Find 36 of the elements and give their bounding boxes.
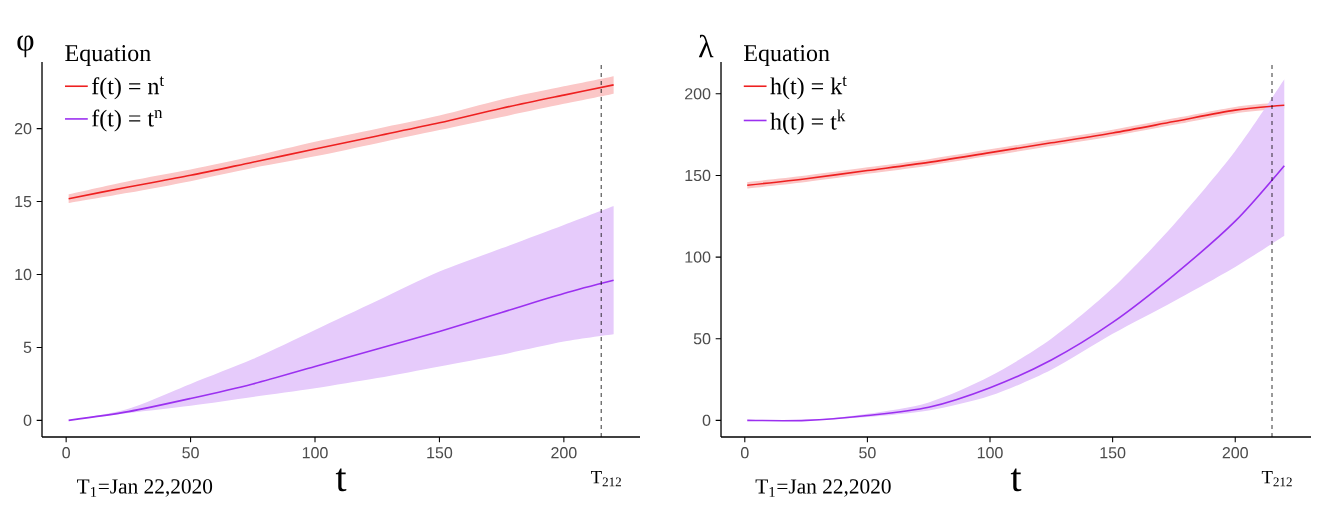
ref-line-label: T$_{212}$ bbox=[591, 471, 621, 487]
x-tick-label: 50 bbox=[182, 447, 199, 459]
text: T$_{1}$=Jan 22,2020 bbox=[755, 479, 891, 497]
y-tick-label: 200 bbox=[685, 88, 711, 100]
y-tick-label: 100 bbox=[685, 251, 711, 263]
y-tick-label: 50 bbox=[693, 333, 711, 345]
legend-label: h(t) = k$^{t}$ bbox=[770, 76, 847, 100]
x-tick-label: 200 bbox=[1222, 447, 1248, 459]
y-tick-label: 10 bbox=[15, 268, 32, 281]
line-series bbox=[746, 164, 1286, 422]
legend-label: f(t) = t$^{n}$ bbox=[91, 109, 163, 132]
y-tick-label: 20 bbox=[14, 123, 32, 135]
y-axis-title: φ bbox=[17, 35, 34, 58]
x-tick-label: 100 bbox=[302, 447, 328, 459]
x-tick-label: 0 bbox=[740, 447, 749, 459]
text: T$_{1}$=Jan 22,2020 bbox=[77, 479, 213, 497]
ref-line-label: T$_{212}$ bbox=[1261, 471, 1292, 487]
legend-label: h(t) = t$^{k}$ bbox=[770, 109, 846, 135]
legend-title: Equation bbox=[744, 45, 830, 67]
line-series bbox=[67, 279, 615, 422]
legend-label: f(t) = n$^{t}$ bbox=[91, 76, 164, 100]
y-tick-label: 0 bbox=[23, 414, 32, 427]
x-tick-label: 0 bbox=[62, 447, 70, 459]
legend-title: Equation bbox=[65, 45, 151, 67]
x-tick-label: 100 bbox=[977, 447, 1003, 459]
x-tick-label: 150 bbox=[1100, 447, 1126, 459]
y-axis-title: λ bbox=[698, 34, 714, 58]
y-tick-label: 15 bbox=[15, 196, 32, 208]
x-tick-label: 150 bbox=[427, 447, 453, 459]
y-tick-label: 150 bbox=[685, 169, 711, 182]
x-tick-label: 200 bbox=[551, 447, 577, 459]
x-axis-title: t bbox=[335, 468, 347, 492]
x-axis-title: t bbox=[1010, 468, 1022, 492]
x-tick-label: 50 bbox=[859, 447, 876, 459]
y-tick-label: 5 bbox=[23, 341, 32, 354]
y-tick-label: 0 bbox=[702, 414, 711, 426]
